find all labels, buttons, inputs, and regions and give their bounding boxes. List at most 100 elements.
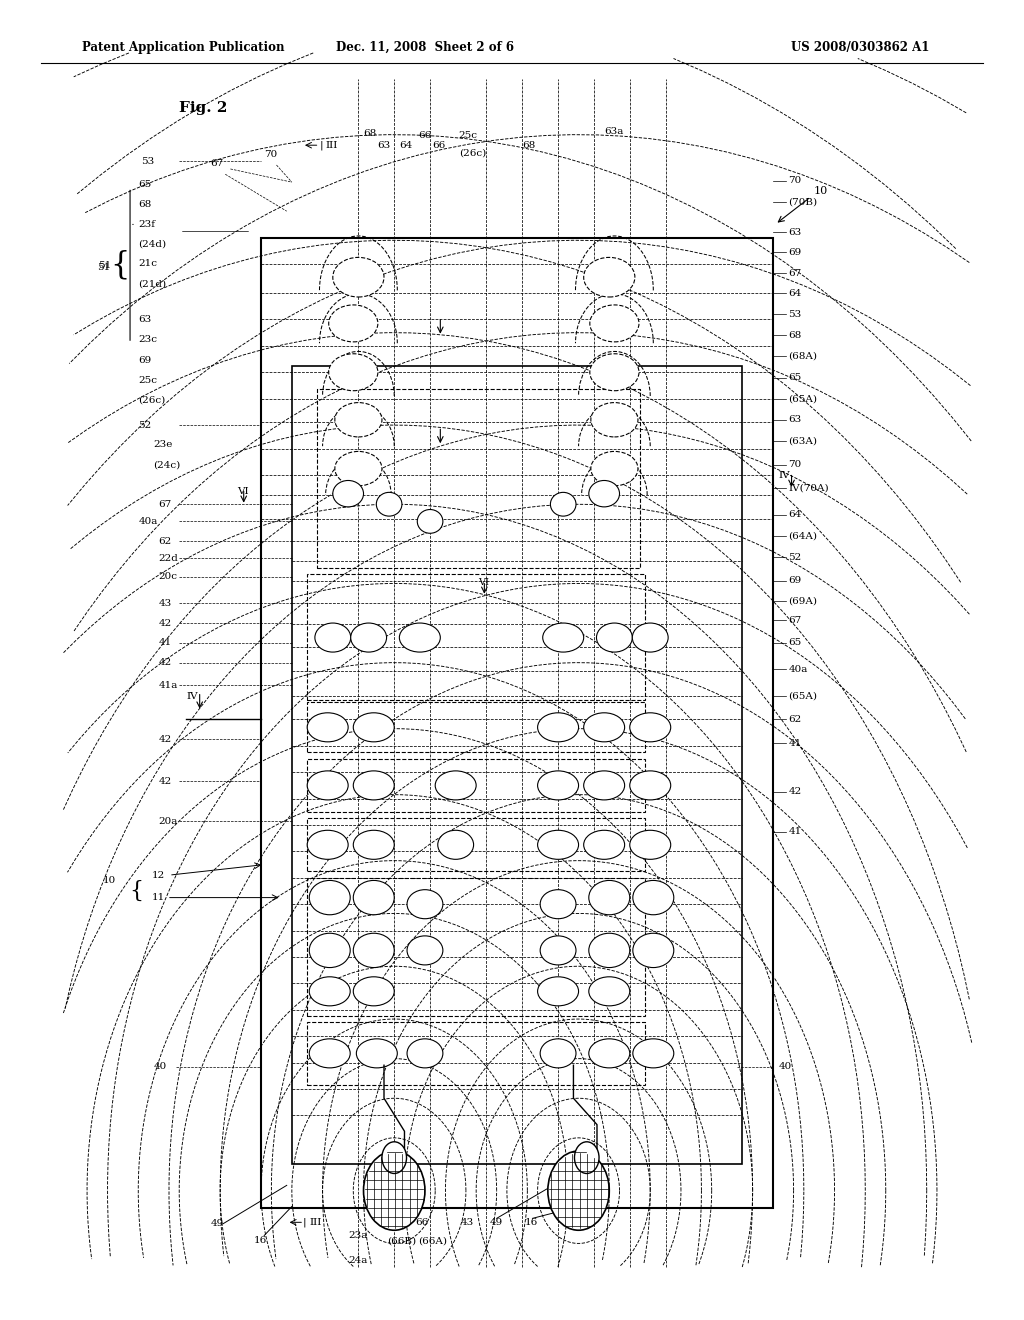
- Text: 41a: 41a: [159, 681, 178, 689]
- Text: 49: 49: [489, 1218, 503, 1226]
- Ellipse shape: [591, 451, 638, 486]
- Ellipse shape: [335, 451, 382, 486]
- Ellipse shape: [541, 890, 575, 919]
- Ellipse shape: [307, 713, 348, 742]
- Text: 16: 16: [254, 1237, 267, 1245]
- Ellipse shape: [309, 933, 350, 968]
- Text: 66: 66: [416, 1218, 429, 1226]
- Text: 43: 43: [159, 599, 172, 607]
- Text: IV: IV: [186, 693, 198, 701]
- Text: 40a: 40a: [138, 517, 158, 525]
- Ellipse shape: [630, 830, 671, 859]
- Ellipse shape: [407, 890, 443, 919]
- Text: 68: 68: [788, 331, 802, 339]
- Bar: [307, 759, 645, 812]
- Text: 63a: 63a: [604, 128, 624, 136]
- Ellipse shape: [538, 771, 579, 800]
- Text: 68: 68: [138, 201, 152, 209]
- Text: 66: 66: [418, 132, 431, 140]
- Ellipse shape: [309, 1039, 350, 1068]
- Text: 40: 40: [154, 1063, 167, 1071]
- Ellipse shape: [633, 1039, 674, 1068]
- Text: |: |: [319, 140, 324, 150]
- Text: 66: 66: [389, 1218, 402, 1226]
- Ellipse shape: [309, 977, 350, 1006]
- Text: 21c: 21c: [138, 260, 158, 268]
- Text: 64: 64: [788, 289, 802, 297]
- Ellipse shape: [590, 305, 639, 342]
- Ellipse shape: [329, 305, 378, 342]
- Ellipse shape: [584, 257, 635, 297]
- Text: 69: 69: [788, 248, 802, 256]
- Ellipse shape: [589, 880, 630, 915]
- Text: 63: 63: [138, 315, 152, 323]
- Ellipse shape: [541, 1039, 575, 1068]
- Text: IV: IV: [778, 471, 790, 479]
- Text: (26c): (26c): [459, 149, 486, 157]
- Circle shape: [382, 1142, 407, 1173]
- Text: (63A): (63A): [788, 437, 817, 445]
- Ellipse shape: [589, 933, 630, 968]
- Ellipse shape: [315, 623, 350, 652]
- Ellipse shape: [596, 623, 632, 652]
- Bar: [292, 366, 742, 1164]
- Ellipse shape: [589, 480, 620, 507]
- Text: 51: 51: [97, 264, 111, 272]
- Text: 68: 68: [364, 129, 377, 137]
- Text: VI: VI: [238, 487, 249, 495]
- Ellipse shape: [538, 830, 579, 859]
- Ellipse shape: [630, 771, 671, 800]
- Text: III: III: [326, 141, 338, 149]
- Text: (24c): (24c): [154, 461, 181, 469]
- Text: 42: 42: [159, 619, 172, 627]
- Ellipse shape: [353, 880, 394, 915]
- Text: 11: 11: [152, 894, 165, 902]
- Text: 65: 65: [788, 374, 802, 381]
- Circle shape: [574, 1142, 599, 1173]
- Text: 64: 64: [788, 511, 802, 519]
- Text: 23c: 23c: [138, 335, 158, 343]
- Text: 67: 67: [210, 160, 223, 168]
- Text: 53: 53: [141, 157, 155, 165]
- Text: 25c: 25c: [459, 132, 478, 140]
- Text: 68: 68: [522, 141, 536, 149]
- Text: 70: 70: [264, 150, 278, 158]
- Text: {: {: [111, 249, 129, 281]
- Text: (64A): (64A): [788, 532, 817, 540]
- Ellipse shape: [307, 830, 348, 859]
- Ellipse shape: [418, 510, 442, 533]
- Ellipse shape: [333, 257, 384, 297]
- Ellipse shape: [438, 830, 473, 859]
- Text: 62: 62: [788, 715, 802, 723]
- Text: |: |: [303, 1217, 307, 1228]
- Text: 10: 10: [102, 876, 116, 884]
- Text: Dec. 11, 2008  Sheet 2 of 6: Dec. 11, 2008 Sheet 2 of 6: [336, 41, 514, 54]
- Ellipse shape: [309, 880, 350, 915]
- Ellipse shape: [356, 1039, 397, 1068]
- Text: (24d): (24d): [138, 240, 166, 248]
- Ellipse shape: [633, 623, 668, 652]
- Ellipse shape: [584, 830, 625, 859]
- Text: 49: 49: [211, 1220, 224, 1228]
- Bar: [307, 574, 645, 700]
- Bar: [261, 238, 773, 1208]
- Ellipse shape: [633, 880, 674, 915]
- Text: 69: 69: [788, 577, 802, 585]
- Text: 67: 67: [159, 500, 172, 508]
- Text: 23e: 23e: [154, 441, 173, 449]
- Text: 65: 65: [788, 639, 802, 647]
- Text: (66A): (66A): [418, 1237, 446, 1245]
- Ellipse shape: [399, 623, 440, 652]
- Ellipse shape: [435, 771, 476, 800]
- Ellipse shape: [333, 480, 364, 507]
- Text: (68A): (68A): [788, 352, 817, 360]
- Ellipse shape: [589, 977, 630, 1006]
- Text: 24a: 24a: [348, 1257, 368, 1265]
- Text: 23a: 23a: [348, 1232, 368, 1239]
- Text: 40a: 40a: [788, 665, 808, 673]
- Text: 51: 51: [98, 261, 112, 269]
- Text: 66: 66: [432, 141, 445, 149]
- Text: 63: 63: [788, 416, 802, 424]
- Text: III: III: [309, 1218, 322, 1226]
- Text: 67: 67: [788, 616, 802, 624]
